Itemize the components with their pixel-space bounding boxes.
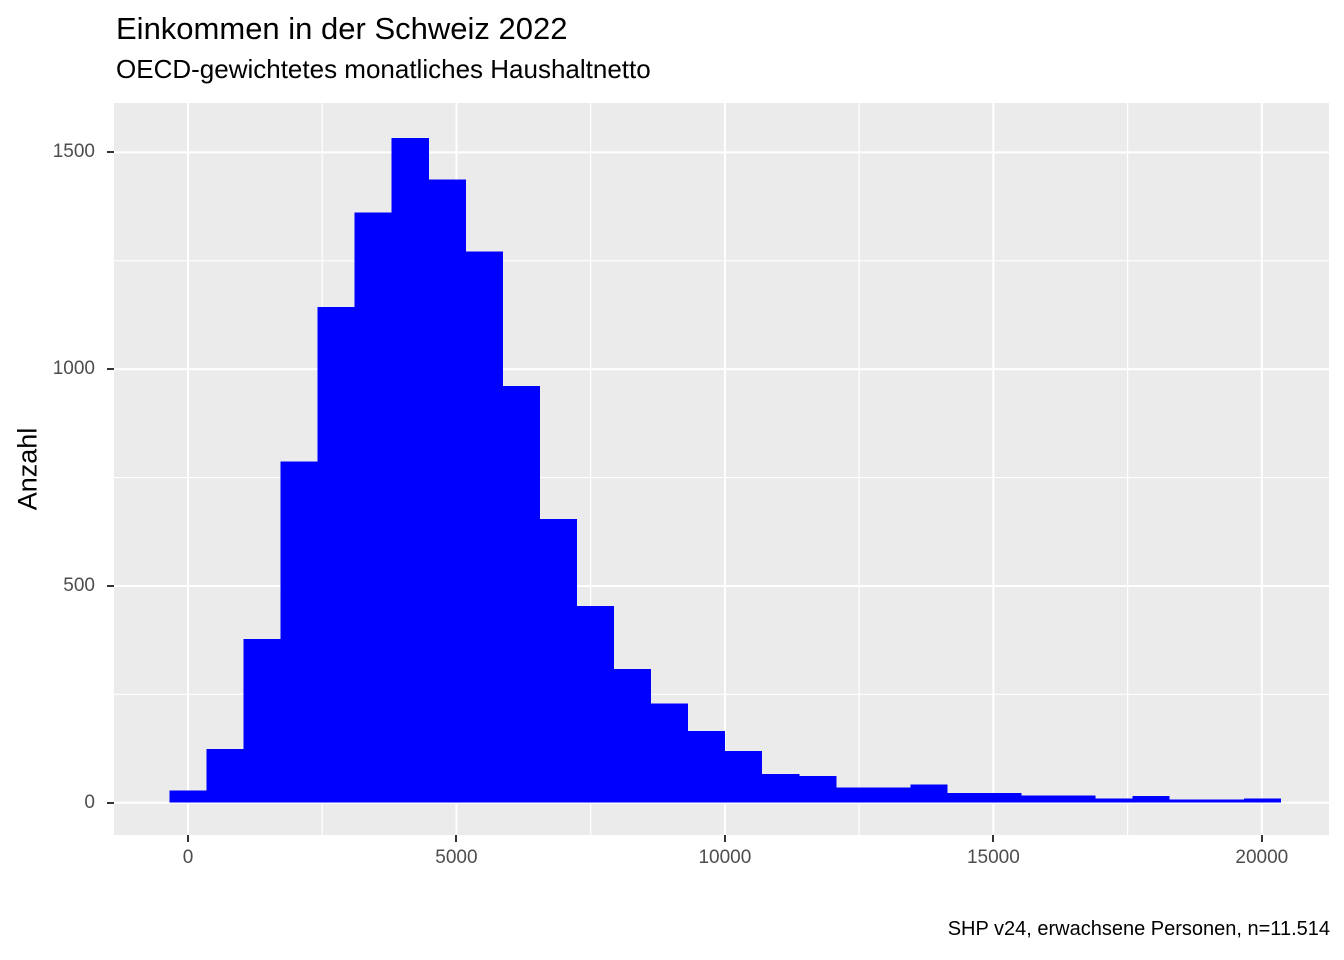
y-tick-label: 500 — [63, 574, 95, 596]
x-tick-mark — [1260, 835, 1263, 842]
histogram-bar — [1169, 799, 1207, 803]
histogram-bar — [576, 605, 615, 803]
y-tick-label: 0 — [84, 791, 95, 813]
y-tick-label: 1500 — [52, 141, 95, 163]
x-tick-label: 5000 — [435, 847, 478, 868]
x-tick-mark — [992, 835, 995, 842]
plot-panel — [114, 103, 1329, 835]
chart-title: Einkommen in der Schweiz 2022 — [116, 11, 568, 46]
histogram-bar — [206, 748, 244, 803]
histogram-bar — [1206, 799, 1244, 803]
histogram-bar — [1132, 796, 1170, 803]
histogram-bar — [243, 638, 281, 803]
histogram-bar — [910, 784, 948, 803]
x-tick-label: 10000 — [698, 847, 752, 868]
x-tick-mark — [186, 835, 189, 842]
histogram-bar — [280, 461, 318, 803]
histogram-bar — [1095, 798, 1133, 803]
histogram-svg — [114, 103, 1329, 835]
y-tick-mark — [107, 584, 114, 587]
histogram-bar — [354, 212, 392, 803]
y-axis-title: Anzahl — [12, 427, 43, 511]
histogram-bar — [539, 519, 577, 803]
x-tick-mark — [723, 835, 726, 842]
x-tick-label: 0 — [182, 847, 194, 868]
histogram-bar — [1058, 795, 1096, 803]
histogram-bar — [169, 790, 207, 803]
chart-caption: SHP v24, erwachsene Personen, n=11.514 — [947, 918, 1330, 940]
histogram-bar — [502, 386, 540, 803]
y-tick-mark — [107, 151, 114, 154]
x-tick-label: 20000 — [1235, 847, 1289, 868]
chart-subtitle: OECD-gewichtetes monatliches Haushaltnet… — [116, 54, 651, 84]
histogram-bar — [428, 179, 466, 803]
histogram-bar — [614, 669, 652, 803]
histogram-bar — [651, 703, 689, 803]
x-tick-label: 15000 — [966, 847, 1020, 868]
histogram-bar — [799, 775, 837, 803]
histogram-bar — [762, 774, 800, 803]
histogram-bar — [317, 307, 355, 803]
histogram-bar — [1243, 798, 1281, 803]
histogram-bar — [688, 731, 726, 803]
histogram-bar — [725, 751, 763, 803]
y-tick-label: 1000 — [52, 358, 95, 380]
x-tick-mark — [455, 835, 458, 842]
y-tick-mark — [107, 801, 114, 804]
histogram-bar — [947, 793, 985, 803]
histogram-bar — [836, 787, 874, 803]
histogram-bar — [1021, 795, 1059, 803]
histogram-bar — [391, 138, 429, 803]
y-tick-mark — [107, 368, 114, 371]
histogram-bar — [984, 793, 1022, 803]
histogram-bar — [873, 787, 911, 803]
histogram-bar — [465, 251, 503, 803]
